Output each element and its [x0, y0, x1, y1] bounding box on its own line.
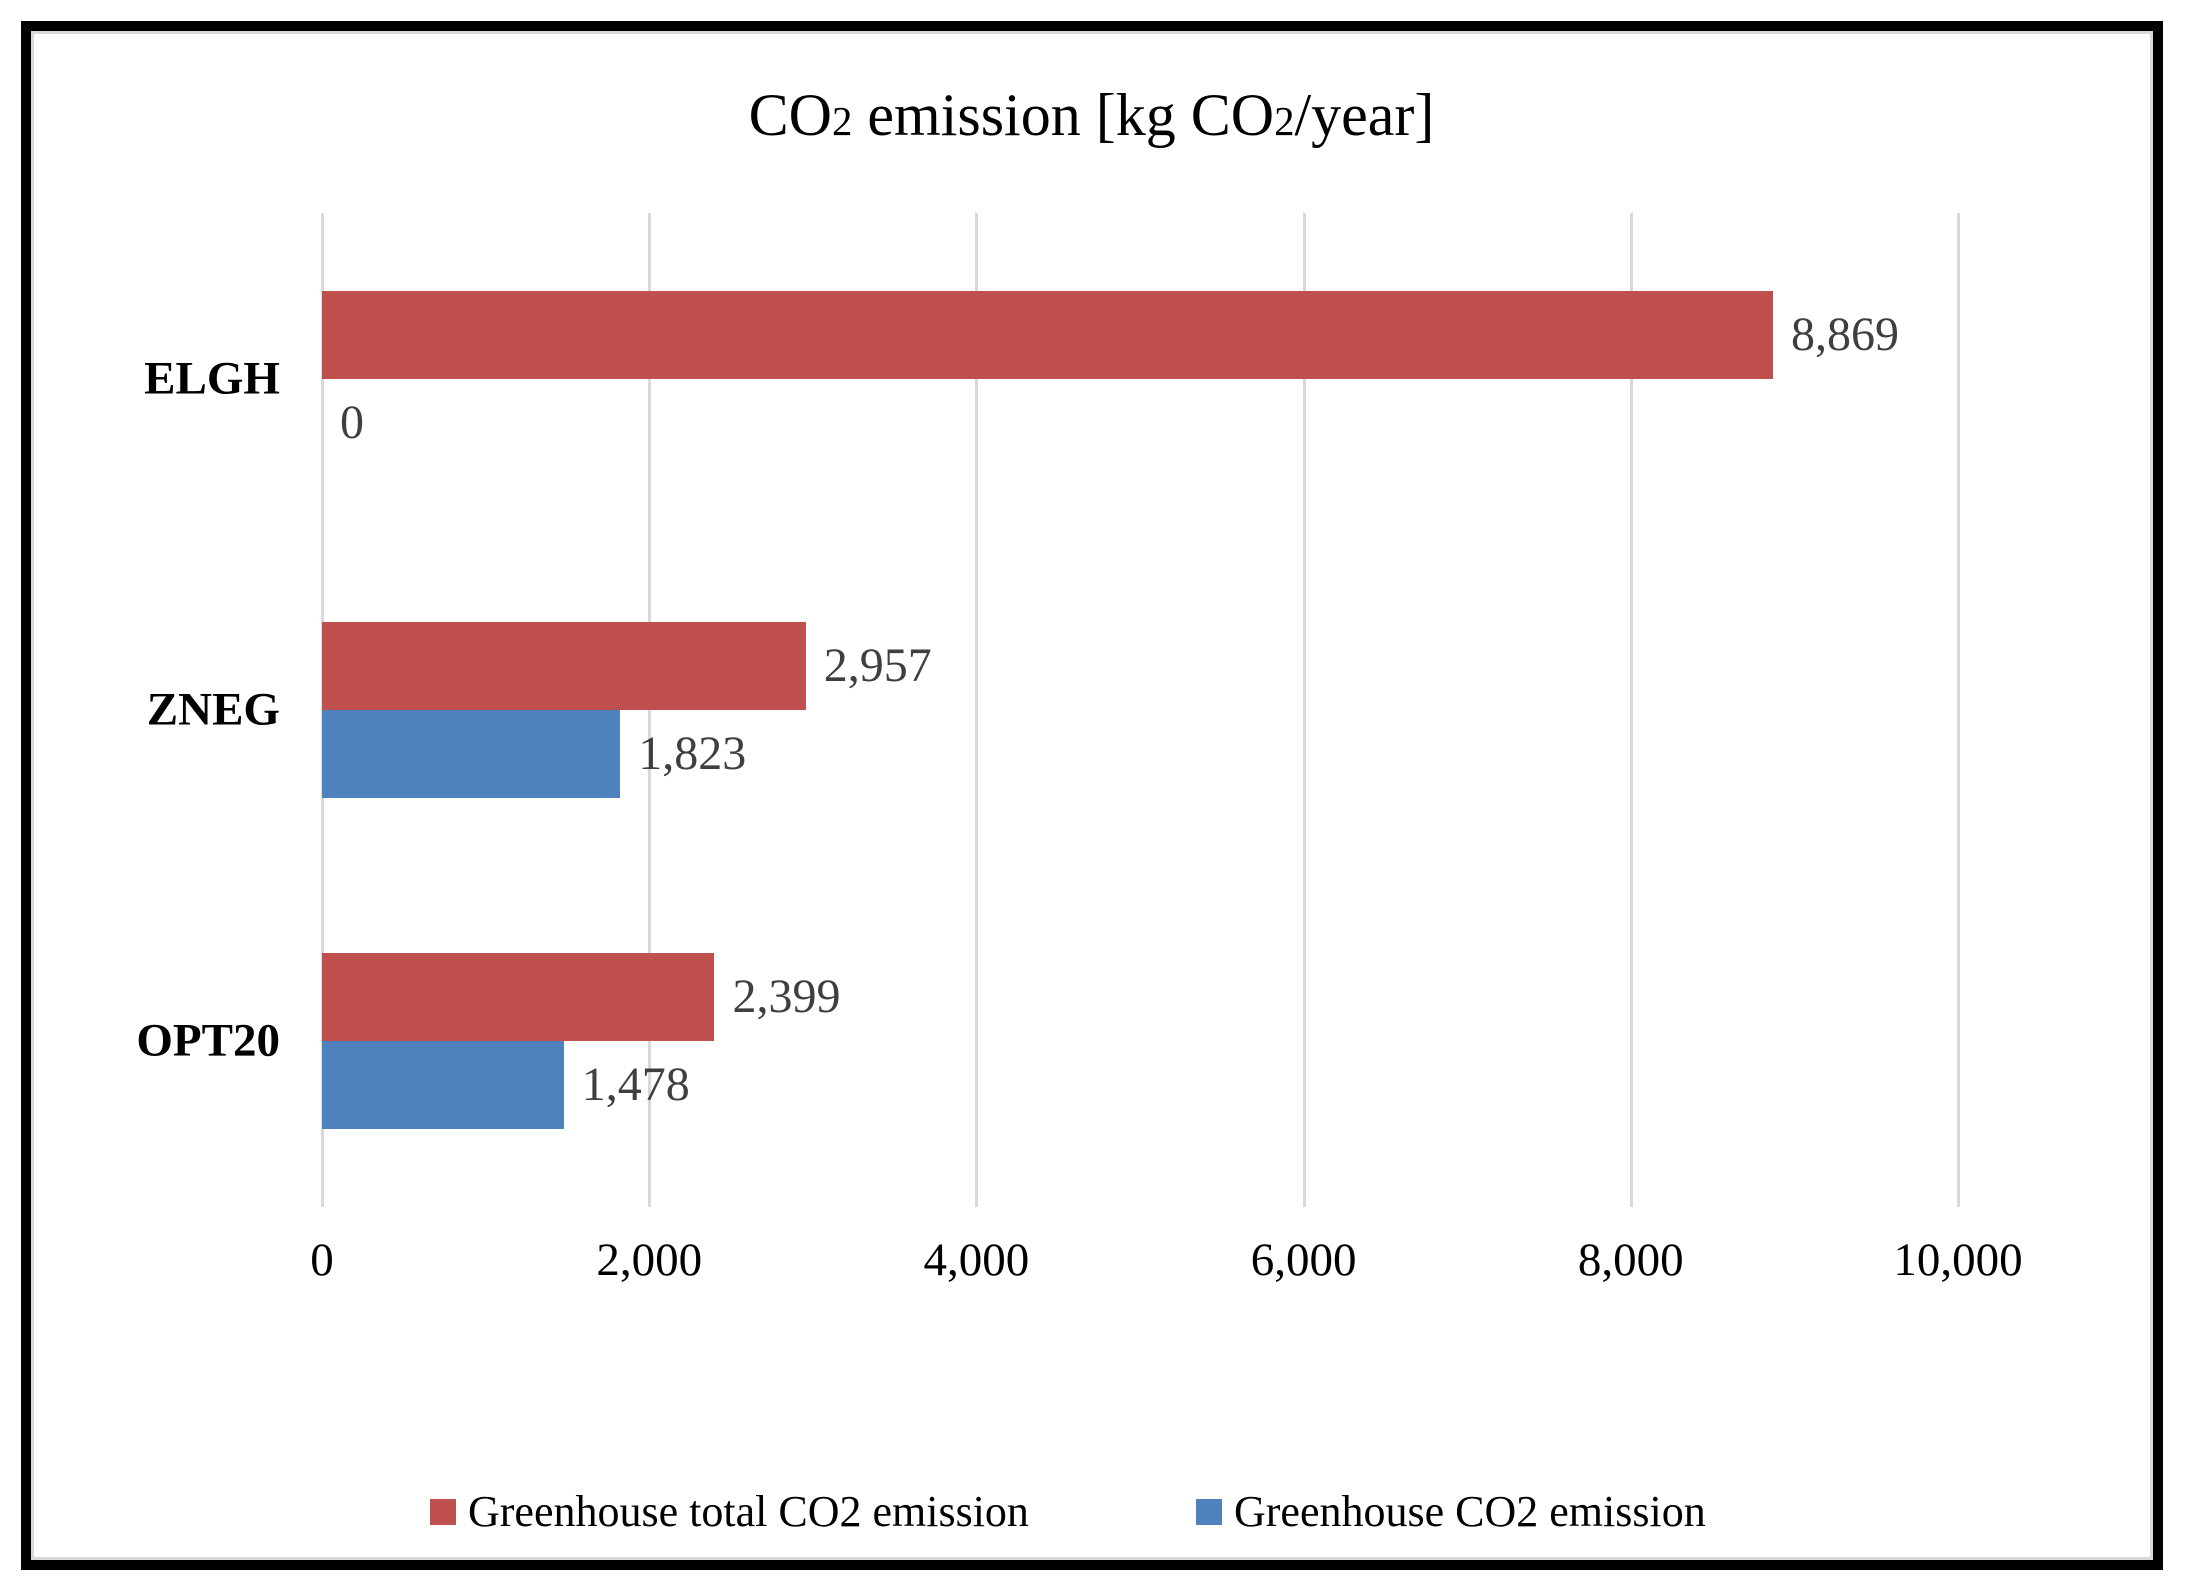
x-tick-label-4,000: 4,000 [923, 1234, 1030, 1286]
bar-zneg-greenhouse [322, 710, 621, 798]
bar-elgh-total [322, 290, 1773, 379]
category-label-zneg: ZNEG [146, 683, 280, 736]
bar-zneg-total [322, 622, 806, 710]
gridline-2,000 [648, 213, 652, 1207]
chart-title-text: emission [kg CO [852, 82, 1275, 148]
legend-swatch-blue [1196, 1499, 1222, 1525]
bar-opt20-total [322, 953, 715, 1042]
data-label-zneg-greenhouse: 1,823 [638, 727, 747, 780]
x-tick-label-2,000: 2,000 [596, 1234, 703, 1286]
plot-area: 8,869 0 2,957 1,823 2,399 1,478 [321, 213, 1960, 1207]
category-label-opt20: OPT20 [136, 1014, 280, 1067]
x-tick-label-10,000: 10,000 [1893, 1234, 2023, 1286]
x-tick-label-8,000: 8,000 [1577, 1234, 1684, 1286]
data-label-zneg-total: 2,957 [823, 639, 932, 692]
gridline-8,000 [1629, 213, 1633, 1207]
gridline-6,000 [1302, 213, 1306, 1207]
chart-title-text: CO [748, 82, 832, 148]
bar-opt20-greenhouse [322, 1041, 564, 1130]
data-label-opt20-total: 2,399 [732, 970, 841, 1024]
chart-title-subscript: 2 [1274, 99, 1295, 144]
chart-title-subscript: 2 [831, 99, 853, 144]
data-label-elgh-greenhouse: 0 [340, 395, 364, 449]
gridline-10,000 [1957, 213, 1960, 1207]
data-label-elgh-total: 8,869 [1790, 307, 1899, 361]
legend-label-total: Greenhouse total CO2 emission [468, 1487, 1029, 1536]
chart-title-text: /year] [1294, 82, 1435, 148]
legend-label-greenhouse: Greenhouse CO2 emission [1234, 1487, 1706, 1536]
legend-item-greenhouse: Greenhouse CO2 emission [1196, 1490, 1706, 1534]
x-tick-label-0: 0 [310, 1234, 334, 1286]
x-tick-label-6,000: 6,000 [1250, 1234, 1357, 1286]
legend: Greenhouse total CO2 emission Greenhouse… [0, 1482, 2193, 1542]
legend-swatch-red [430, 1499, 456, 1525]
gridline-4,000 [975, 213, 979, 1207]
legend-item-total: Greenhouse total CO2 emission [430, 1490, 1029, 1534]
category-label-elgh: ELGH [144, 352, 280, 405]
data-label-opt20-greenhouse: 1,478 [581, 1058, 690, 1112]
chart-title: CO2 emission [kg CO2/year] [35, 82, 2148, 148]
